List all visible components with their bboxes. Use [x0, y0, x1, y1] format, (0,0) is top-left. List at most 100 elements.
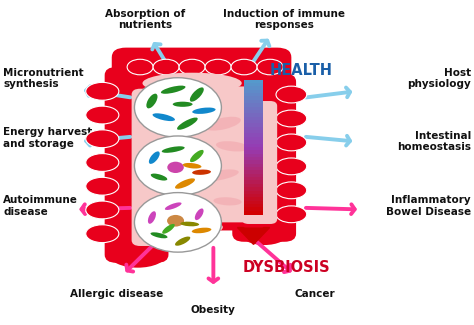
Ellipse shape — [276, 110, 307, 127]
FancyBboxPatch shape — [132, 89, 174, 246]
Ellipse shape — [161, 85, 185, 94]
Ellipse shape — [86, 130, 119, 148]
Text: Energy harvest
and storage: Energy harvest and storage — [3, 127, 92, 149]
FancyBboxPatch shape — [105, 67, 168, 263]
Bar — [244, 93, 264, 97]
Text: Cancer: Cancer — [295, 289, 335, 299]
Bar — [244, 211, 264, 214]
Text: Induction of immune
responses: Induction of immune responses — [223, 9, 345, 30]
Ellipse shape — [276, 86, 307, 103]
Bar — [244, 174, 264, 178]
Bar — [244, 90, 264, 94]
Text: Host
physiology: Host physiology — [407, 68, 471, 89]
Circle shape — [135, 78, 221, 137]
Ellipse shape — [167, 215, 184, 227]
FancyBboxPatch shape — [152, 82, 256, 230]
Bar — [244, 154, 264, 158]
Bar — [244, 164, 264, 168]
Text: DYSBIOSIS: DYSBIOSIS — [243, 260, 330, 275]
Text: Obesity: Obesity — [191, 305, 236, 315]
Text: HEALTH: HEALTH — [269, 63, 332, 78]
Ellipse shape — [257, 59, 283, 75]
Bar — [244, 157, 264, 161]
Bar — [244, 86, 264, 90]
FancyBboxPatch shape — [112, 48, 292, 96]
Bar — [244, 83, 264, 87]
Ellipse shape — [198, 169, 239, 181]
Text: Intestinal
homeostasis: Intestinal homeostasis — [397, 131, 471, 152]
Bar — [244, 190, 264, 194]
Ellipse shape — [192, 227, 211, 233]
FancyBboxPatch shape — [159, 86, 258, 222]
Ellipse shape — [175, 178, 195, 189]
Bar — [244, 147, 264, 151]
Ellipse shape — [195, 208, 203, 220]
Ellipse shape — [86, 177, 119, 195]
Bar — [244, 194, 264, 198]
Ellipse shape — [216, 141, 248, 151]
Ellipse shape — [192, 108, 216, 114]
Text: Inflammatory
Bowel Disease: Inflammatory Bowel Disease — [386, 195, 471, 217]
Bar — [244, 110, 264, 114]
Circle shape — [135, 136, 221, 196]
Ellipse shape — [173, 102, 192, 107]
Ellipse shape — [276, 158, 307, 175]
Bar — [244, 167, 264, 171]
Bar — [244, 150, 264, 154]
Text: Absorption of
nutrients: Absorption of nutrients — [105, 9, 185, 30]
Ellipse shape — [143, 73, 242, 94]
Bar — [244, 177, 264, 181]
Ellipse shape — [276, 206, 307, 223]
Ellipse shape — [86, 201, 119, 219]
Bar — [244, 80, 264, 84]
Ellipse shape — [86, 154, 119, 171]
Ellipse shape — [179, 59, 205, 75]
Ellipse shape — [276, 134, 307, 151]
Text: Autoimmune
disease: Autoimmune disease — [3, 195, 78, 217]
Ellipse shape — [153, 59, 179, 75]
Ellipse shape — [151, 232, 167, 238]
Bar — [244, 184, 264, 188]
Ellipse shape — [161, 218, 223, 236]
Bar — [244, 134, 264, 137]
Ellipse shape — [165, 202, 182, 210]
Ellipse shape — [162, 224, 175, 234]
Ellipse shape — [109, 242, 166, 268]
Ellipse shape — [146, 94, 157, 108]
Bar — [244, 130, 264, 134]
Ellipse shape — [153, 113, 175, 121]
Ellipse shape — [190, 87, 204, 102]
Ellipse shape — [167, 162, 184, 173]
Ellipse shape — [151, 174, 167, 181]
Ellipse shape — [127, 59, 153, 75]
Ellipse shape — [86, 225, 119, 242]
Bar — [244, 107, 264, 111]
Ellipse shape — [183, 163, 201, 169]
Text: Micronutrient
synthesis: Micronutrient synthesis — [3, 68, 84, 89]
Bar — [244, 160, 264, 164]
Bar — [244, 127, 264, 131]
Ellipse shape — [192, 170, 211, 175]
FancyBboxPatch shape — [232, 73, 296, 242]
Ellipse shape — [86, 106, 119, 124]
Ellipse shape — [162, 146, 185, 153]
Ellipse shape — [241, 222, 288, 245]
FancyBboxPatch shape — [242, 101, 277, 224]
Bar — [244, 103, 264, 107]
Circle shape — [135, 193, 221, 252]
Ellipse shape — [276, 182, 307, 199]
Ellipse shape — [190, 150, 204, 162]
Bar — [244, 120, 264, 124]
Bar — [244, 201, 264, 204]
Bar — [244, 187, 264, 191]
Bar — [244, 113, 264, 117]
Bar — [244, 170, 264, 174]
Bar — [244, 140, 264, 144]
Ellipse shape — [177, 118, 198, 130]
Ellipse shape — [180, 222, 199, 226]
Ellipse shape — [175, 237, 190, 246]
Bar — [244, 197, 264, 201]
Ellipse shape — [205, 117, 241, 131]
Ellipse shape — [213, 197, 242, 205]
Ellipse shape — [231, 59, 257, 75]
